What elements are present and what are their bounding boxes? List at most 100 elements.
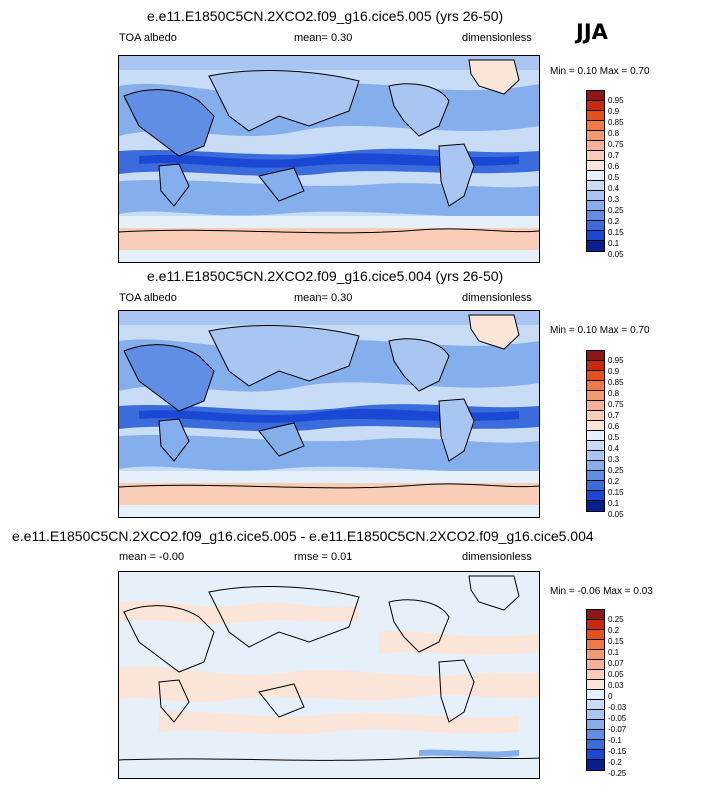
panel3-colorbar-swatch (587, 740, 604, 750)
panel3-colorbar-label: 0.25 (608, 615, 624, 624)
panel1-colorbar-label: 0.7 (608, 151, 620, 160)
panel2-colorbar-swatch (587, 451, 604, 461)
season-label: JJA (576, 20, 608, 44)
panel2-colorbar-swatch (587, 491, 604, 501)
panel2-mean: mean= 0.30 (294, 292, 353, 304)
panel1-minmax: Min = 0.10 Max = 0.70 (550, 66, 650, 77)
panel2-colorbar-swatch (587, 371, 604, 381)
panel1-colorbar-swatch (587, 221, 604, 231)
panel1-colorbar-swatch (587, 161, 604, 171)
panel1-colorbar-swatch (587, 231, 604, 241)
panel3-colorbar-label: 0.03 (608, 681, 624, 690)
panel3-colorbar-swatch (587, 670, 604, 680)
panel1-colorbar-label: 0.85 (608, 118, 624, 127)
panel3-colorbar-swatch (587, 630, 604, 640)
panel3-colorbar-swatch (587, 700, 604, 710)
panel3-colorbar-label: -0.07 (608, 725, 627, 734)
panel3-colorbar (586, 609, 605, 771)
panel2-colorbar-label: 0.85 (608, 378, 624, 387)
panel1-colorbar (586, 90, 605, 252)
panel2-colorbar-swatch (587, 501, 604, 511)
panel2-colorbar-label: 0.7 (608, 411, 620, 420)
panel2-colorbar-swatch (587, 401, 604, 411)
panel2-colorbar-label: 0.1 (608, 499, 620, 508)
panel1-colorbar-label: 0.5 (608, 173, 620, 182)
panel1-colorbar-swatch (587, 101, 604, 111)
panel1-colorbar-swatch (587, 171, 604, 181)
panel1-colorbar-label: 0.1 (608, 239, 620, 248)
panel2-colorbar-label: 0.3 (608, 455, 620, 464)
panel2-colorbar-swatch (587, 441, 604, 451)
panel2-colorbar-label: 0.2 (608, 477, 620, 486)
panel3-colorbar-label: 0.07 (608, 659, 624, 668)
panel3-colorbar-label: -0.2 (608, 758, 622, 767)
panel2-colorbar-swatch (587, 461, 604, 471)
panel1-colorbar-label: 0.75 (608, 140, 624, 149)
panel1-colorbar-swatch (587, 141, 604, 151)
panel3-colorbar-label: 0.15 (608, 637, 624, 646)
panel1-colorbar-label: 0.4 (608, 184, 620, 193)
panel3-rmse: rmse = 0.01 (294, 551, 353, 563)
panel1-colorbar-swatch (587, 211, 604, 221)
panel2-colorbar-label: 0.8 (608, 389, 620, 398)
panel3-minmax: Min = -0.06 Max = 0.03 (550, 586, 653, 597)
panel1-mean: mean= 0.30 (294, 32, 353, 44)
panel3-colorbar-label: -0.03 (608, 703, 627, 712)
panel3-colorbar-label: -0.15 (608, 747, 627, 756)
panel2-title: e.e11.E1850C5CN.2XCO2.f09_g16.cice5.004 … (147, 268, 504, 284)
panel1-colorbar-swatch (587, 151, 604, 161)
panel3-colorbar-swatch (587, 620, 604, 630)
panel1-map (118, 55, 540, 263)
panel2-units: dimensionless (462, 292, 532, 304)
panel3-colorbar-label: 0.05 (608, 670, 624, 679)
panel1-variable: TOA albedo (119, 32, 177, 44)
panel3-colorbar-swatch (587, 710, 604, 720)
panel1-colorbar-label: 0.3 (608, 195, 620, 204)
panel3-colorbar-label: -0.05 (608, 714, 627, 723)
panel1-colorbar-swatch (587, 121, 604, 131)
panel2-colorbar-label: 0.05 (608, 510, 624, 519)
panel1-colorbar-label: 0.25 (608, 206, 624, 215)
panel3-colorbar-swatch (587, 610, 604, 620)
panel1-colorbar-swatch (587, 131, 604, 141)
panel1-colorbar-swatch (587, 241, 604, 251)
panel2-colorbar-label: 0.4 (608, 444, 620, 453)
panel1-colorbar-label: 0.8 (608, 129, 620, 138)
panel2-colorbar-swatch (587, 351, 604, 361)
panel2-colorbar-label: 0.95 (608, 356, 624, 365)
panel3-colorbar-swatch (587, 720, 604, 730)
panel1-colorbar-label: 0.95 (608, 96, 624, 105)
panel3-colorbar-swatch (587, 690, 604, 700)
panel1-colorbar-label: 0.05 (608, 250, 624, 259)
panel1-title: e.e11.E1850C5CN.2XCO2.f09_g16.cice5.005 … (147, 8, 504, 24)
panel3-colorbar-swatch (587, 660, 604, 670)
panel3-colorbar-label: 0.1 (608, 648, 620, 657)
panel3-colorbar-label: -0.25 (608, 769, 627, 778)
panel3-colorbar-label: 0.2 (608, 626, 620, 635)
panel3-map (118, 571, 540, 779)
panel3-colorbar-label: -0.1 (608, 736, 622, 745)
panel1-colorbar-swatch (587, 191, 604, 201)
panel2-colorbar-label: 0.6 (608, 422, 620, 431)
panel2-colorbar-label: 0.25 (608, 466, 624, 475)
panel1-colorbar-swatch (587, 201, 604, 211)
panel3-colorbar-swatch (587, 680, 604, 690)
panel2-colorbar-swatch (587, 431, 604, 441)
panel2-variable: TOA albedo (119, 292, 177, 304)
panel2-colorbar-swatch (587, 421, 604, 431)
panel3-title: e.e11.E1850C5CN.2XCO2.f09_g16.cice5.005 … (12, 528, 594, 544)
panel2-colorbar-swatch (587, 381, 604, 391)
panel3-units: dimensionless (462, 551, 532, 563)
panel2-minmax: Min = 0.10 Max = 0.70 (550, 325, 650, 336)
panel2-colorbar-label: 0.15 (608, 488, 624, 497)
panel1-colorbar-label: 0.9 (608, 107, 620, 116)
panel2-colorbar-swatch (587, 411, 604, 421)
panel3-colorbar-swatch (587, 750, 604, 760)
panel2-colorbar-swatch (587, 471, 604, 481)
panel3-colorbar-swatch (587, 730, 604, 740)
panel1-colorbar-label: 0.6 (608, 162, 620, 171)
panel2-colorbar-label: 0.9 (608, 367, 620, 376)
panel1-colorbar-swatch (587, 181, 604, 191)
panel1-colorbar-swatch (587, 91, 604, 101)
panel3-colorbar-swatch (587, 650, 604, 660)
